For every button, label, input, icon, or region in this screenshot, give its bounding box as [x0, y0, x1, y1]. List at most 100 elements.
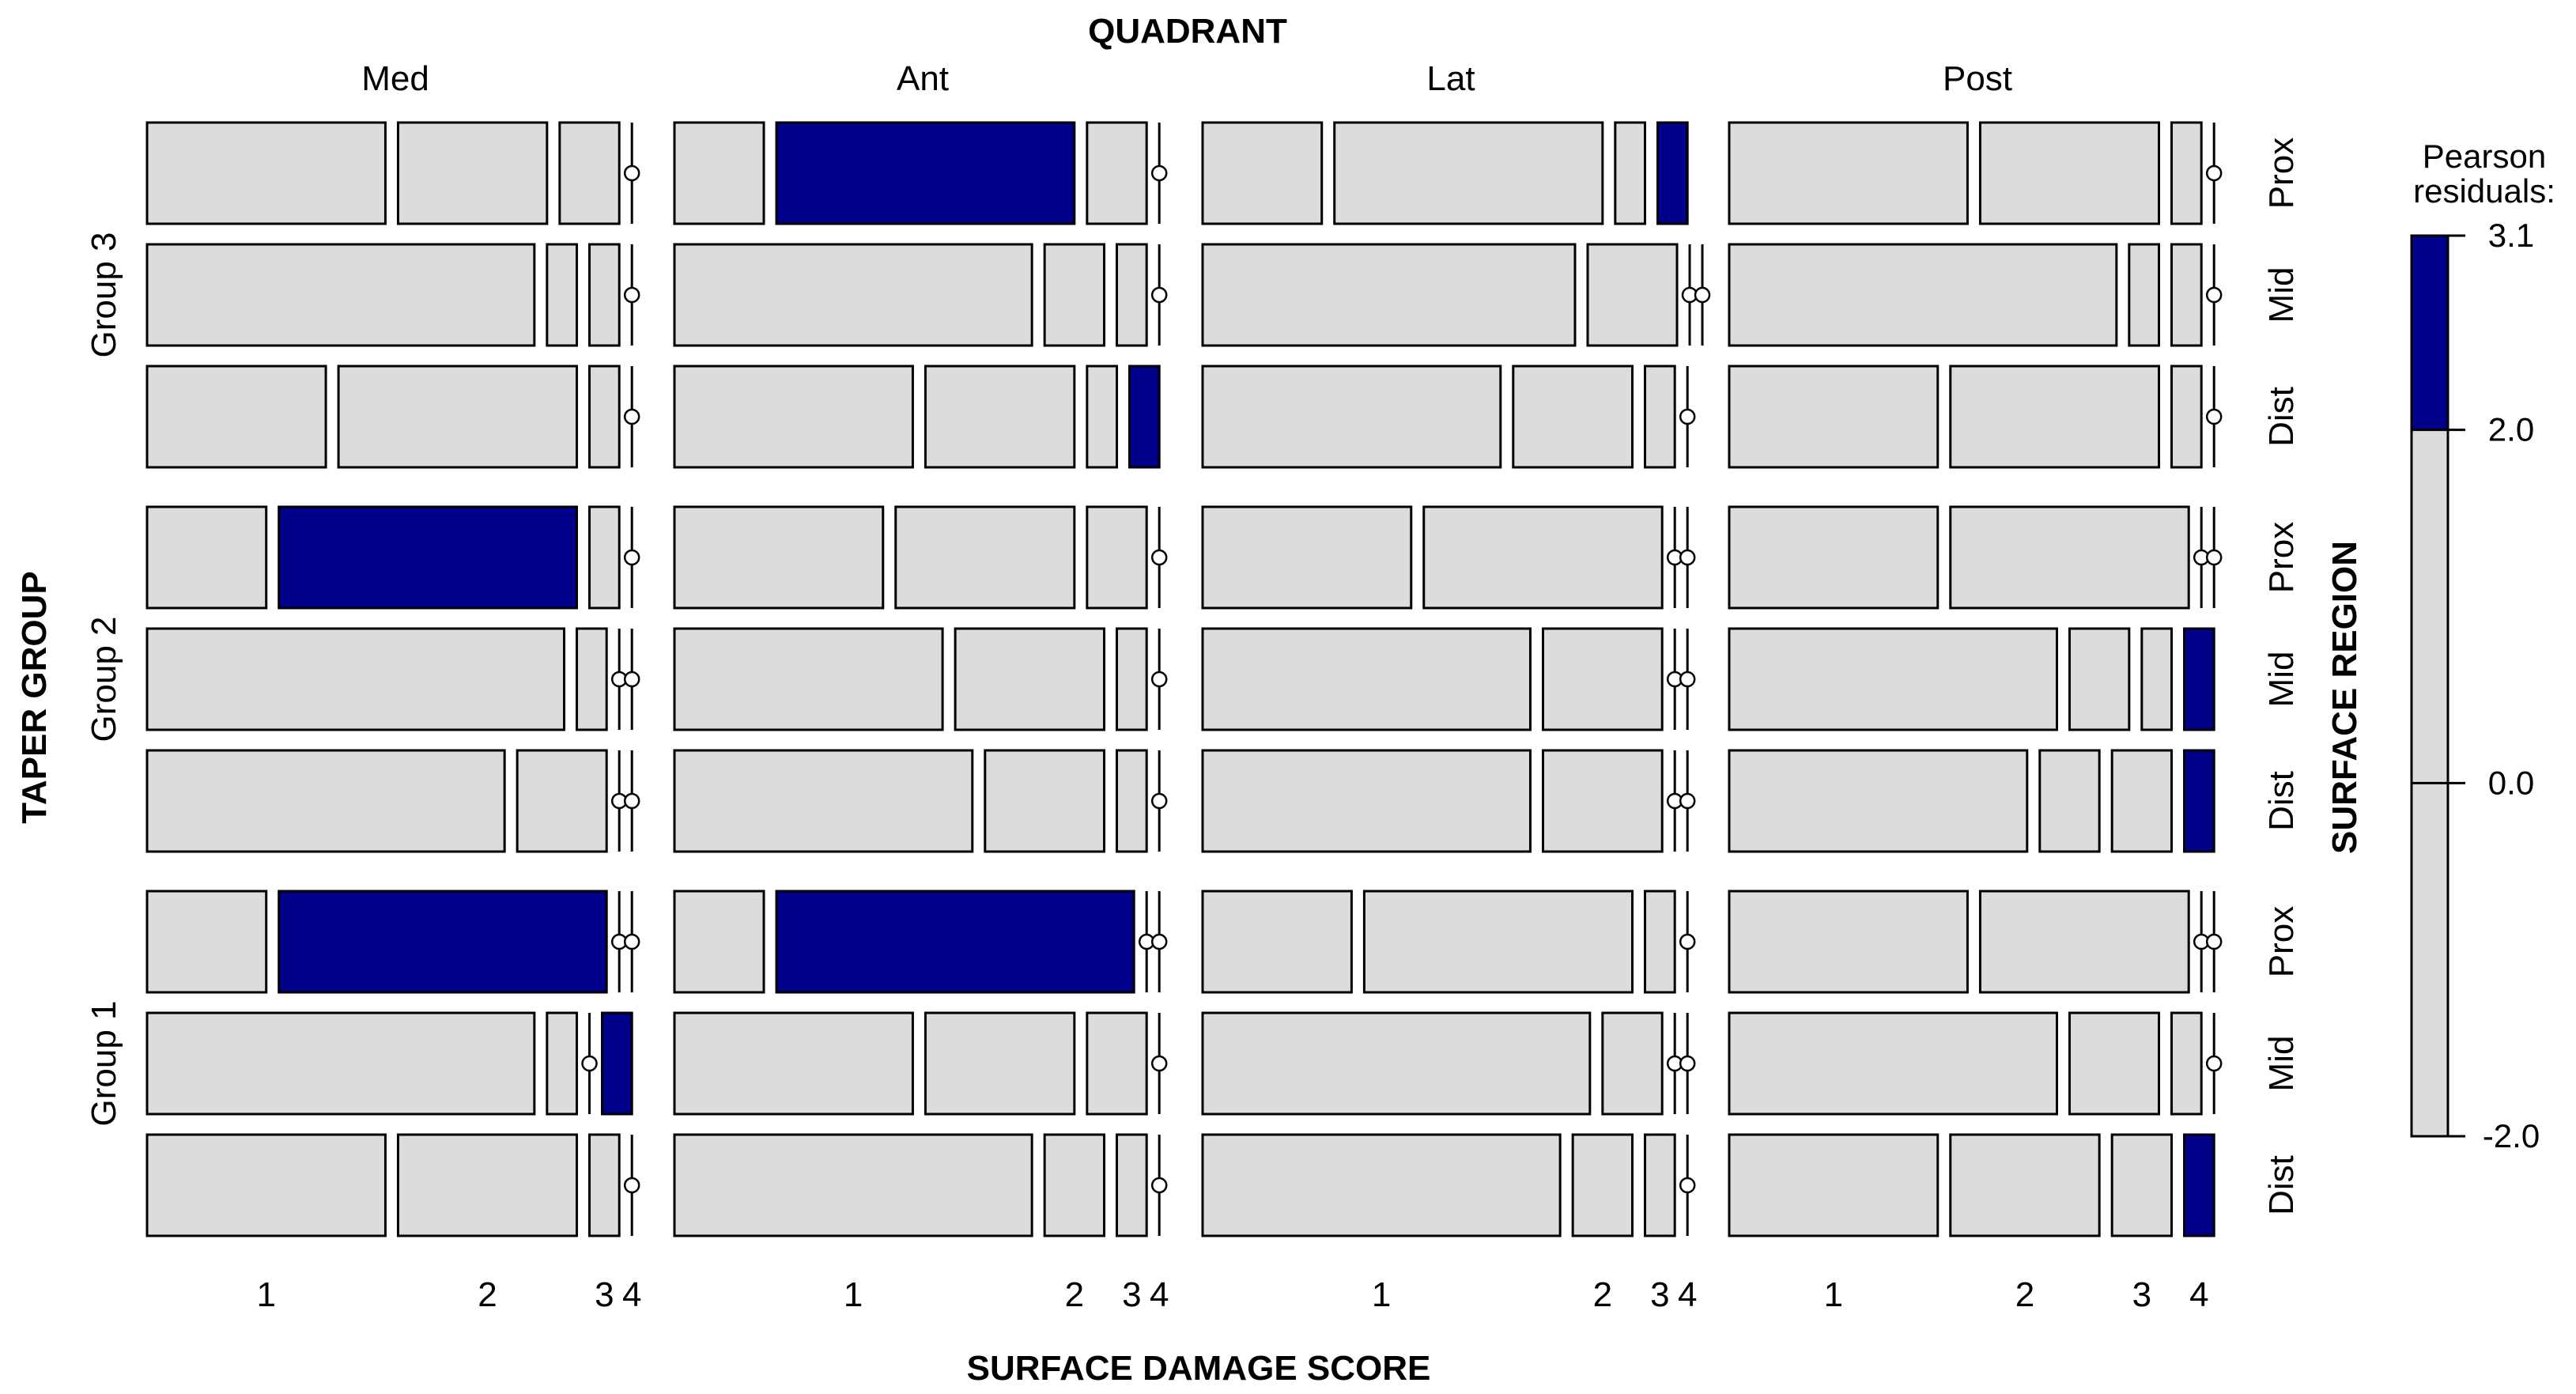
mosaic-tile [1644, 365, 1676, 469]
mosaic-tile [558, 121, 621, 225]
mosaic-tile [673, 1133, 1033, 1237]
mosaic-tile [1728, 243, 2118, 347]
empty-cell-marker [1679, 671, 1696, 688]
mosaic-tile [2128, 243, 2161, 347]
mosaic-tile [1656, 121, 1689, 225]
empty-cell-marker [581, 1055, 598, 1072]
mosaic-tile [1086, 1011, 1148, 1116]
mosaic-tile [1201, 890, 1353, 994]
region-label: Prox [2262, 522, 2301, 593]
mosaic-tile [1949, 365, 2161, 469]
mosaic-tile [1728, 505, 1940, 610]
legend: Pearson residuals: 3.1 2.0 0.0 -2.0 [2410, 138, 2555, 1154]
score-tick-label: 3 [1650, 1275, 1669, 1314]
empty-cell-marker [1679, 549, 1696, 566]
legend-tick-label: 2.0 [2488, 411, 2534, 448]
empty-cell-marker [1150, 671, 1168, 688]
mosaic-tile [2110, 1133, 2174, 1237]
mosaic-tile [673, 749, 974, 853]
mosaic-tile [1201, 365, 1502, 469]
mosaic-tile [1201, 243, 1577, 347]
mosaic-tile [278, 890, 608, 994]
mosaic-tile [1086, 505, 1148, 610]
mosaic-tile [145, 749, 506, 853]
group-label: Group 2 [85, 617, 123, 742]
mosaic-tile [954, 627, 1106, 731]
score-tick-label: 3 [1122, 1275, 1141, 1314]
mosaic-tile [924, 1011, 1076, 1116]
mosaic-tile [516, 749, 608, 853]
mosaic-tile [145, 505, 268, 610]
empty-cell-marker [1679, 408, 1696, 425]
mosaic-tile [1362, 890, 1634, 994]
mosaic-tile [775, 121, 1076, 225]
mosaic-tile [775, 890, 1135, 994]
mosaic-tile [673, 243, 1033, 347]
mosaic-tile [2140, 627, 2174, 731]
mosaic-tile [1728, 890, 1969, 994]
region-label: Dist [2262, 1155, 2301, 1215]
mosaic-tile [1586, 243, 1679, 347]
mosaic-tile [673, 890, 765, 994]
empty-cell-marker [1150, 792, 1168, 810]
mosaic-tile [924, 365, 1076, 469]
mosaic-tile [1978, 890, 2190, 994]
mosaic-tile [1043, 1133, 1106, 1237]
mosaic-tile [2170, 365, 2203, 469]
mosaic-tile [588, 243, 621, 347]
score-tick-label: 1 [1824, 1275, 1843, 1314]
mosaic-tile [1201, 627, 1532, 731]
empty-cell-marker [2205, 1055, 2223, 1072]
mosaic-tile [1728, 627, 2058, 731]
mosaic-tile [1728, 365, 1940, 469]
region-label: Dist [2262, 771, 2301, 831]
empty-cell-marker [623, 164, 640, 182]
score-tick-label: 1 [1372, 1275, 1391, 1314]
empty-cell-marker [623, 792, 640, 810]
score-tick-label: 1 [256, 1275, 275, 1314]
region-label: Mid [2262, 267, 2301, 323]
legend-ticks: 3.1 2.0 0.0 -2.0 [2412, 217, 2540, 1154]
mosaic-tile [1728, 1011, 2058, 1116]
mosaic-tile [1949, 1133, 2101, 1237]
mosaic-tile [2183, 627, 2215, 731]
mosaic-tile [145, 1011, 536, 1116]
mosaic-tile [2110, 749, 2174, 853]
mosaic-tile [1601, 1011, 1664, 1116]
mosaic-tile [1201, 121, 1324, 225]
mosaic-tile [1644, 890, 1676, 994]
mosaic-tile [1512, 365, 1634, 469]
mosaic-tile [1201, 1133, 1562, 1237]
group-labels: Group 3 Group 2 Group 1 [85, 232, 123, 1127]
empty-cell-marker [623, 408, 640, 425]
mosaic-tiles [145, 121, 2223, 1237]
region-label: Mid [2262, 652, 2301, 708]
score-tick-label: 3 [595, 1275, 614, 1314]
quadrant-labels: Med Ant Lat Post [361, 59, 2012, 98]
mosaic-tile [1422, 505, 1664, 610]
bottom-title: SURFACE DAMAGE SCORE [967, 1349, 1431, 1388]
score-tick-label: 2 [1065, 1275, 1084, 1314]
mosaic-tile [673, 627, 944, 731]
score-tick-label: 4 [2189, 1275, 2208, 1314]
empty-cell-marker [1150, 549, 1168, 566]
score-tick-label: 2 [478, 1275, 497, 1314]
region-label: Prox [2262, 906, 2301, 977]
empty-cell-marker [1150, 286, 1168, 304]
mosaic-tile [673, 121, 765, 225]
empty-cell-marker [2205, 408, 2223, 425]
mosaic-tile [1978, 121, 2161, 225]
empty-cell-marker [1679, 1055, 1696, 1072]
score-tick-label: 4 [1678, 1275, 1697, 1314]
mosaic-tile [2183, 749, 2215, 853]
legend-title-line-2: residuals: [2413, 172, 2555, 210]
empty-cell-marker [2205, 549, 2223, 566]
mosaic-tile [145, 365, 327, 469]
empty-cell-marker [2205, 164, 2223, 182]
mosaic-tile [1949, 505, 2190, 610]
mosaic-tile [1128, 365, 1161, 469]
mosaic-tile [1116, 1133, 1148, 1237]
mosaic-tile [1541, 627, 1664, 731]
empty-cell-marker [1679, 933, 1696, 950]
